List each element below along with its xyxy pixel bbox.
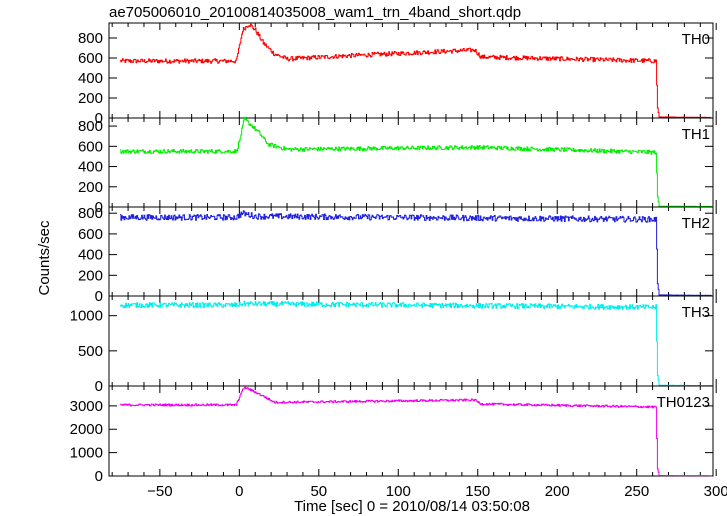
y-tick-label: 0 <box>95 199 103 216</box>
y-tick-label: 0 <box>95 468 103 485</box>
x-tick-label: −50 <box>147 483 172 500</box>
panel-frame <box>108 385 714 477</box>
panel-frame <box>108 117 714 208</box>
y-tick-label: 500 <box>78 343 103 360</box>
y-tick-label: 400 <box>78 159 103 176</box>
y-tick-label: 800 <box>78 30 103 47</box>
panel-label: TH1 <box>682 126 710 143</box>
y-tick-label: 200 <box>78 179 103 196</box>
x-tick-label: 150 <box>465 483 490 500</box>
panel-label: TH3 <box>682 304 710 321</box>
y-tick-label: 400 <box>78 70 103 87</box>
y-tick-label: 0 <box>95 288 103 305</box>
series-line-th3 <box>120 300 712 387</box>
panels: 0 200 400 600 800 TH0 0 200 400 600 800 TH1 0 200 400 6… <box>70 22 727 500</box>
y-tick-label: 800 <box>78 118 103 135</box>
panel-label: TH0 <box>682 31 710 48</box>
x-axis-label: Time [sec] 0 = 2010/08/14 03:50:08 <box>294 498 530 515</box>
x-tick-label: 200 <box>545 483 570 500</box>
y-tick-label: 400 <box>78 247 103 264</box>
panel-th1: 0 200 400 600 800 TH1 <box>78 116 717 216</box>
panel-frame <box>108 22 714 119</box>
panel-th2: 0 200 400 600 800 TH2 <box>78 205 717 305</box>
y-tick-label: 1000 <box>70 445 103 462</box>
y-tick-label: 2000 <box>70 421 103 438</box>
y-tick-label: 600 <box>78 226 103 243</box>
x-tick-label: 250 <box>624 483 649 500</box>
y-tick-label: 800 <box>78 205 103 222</box>
panel-label: TH0123 <box>657 394 710 411</box>
series-line-th2 <box>120 210 712 296</box>
y-tick-label: 0 <box>95 110 103 127</box>
panel-th0: 0 200 400 600 800 TH0 <box>78 22 717 127</box>
chart-title: ae705006010_20100814035008_wam1_trn_4ban… <box>109 4 521 21</box>
panel-label: TH2 <box>682 215 710 232</box>
y-axis-label: Counts/sec <box>36 220 53 296</box>
panel-frame <box>108 206 714 297</box>
series-line-th0 <box>120 23 712 119</box>
y-tick-label: 600 <box>78 138 103 155</box>
x-tick-label: 0 <box>235 483 243 500</box>
y-tick-label: 200 <box>78 267 103 284</box>
x-tick-label: 300 <box>704 483 727 500</box>
panel-th0123: 0 1000 2000 3000 TH0123 <box>70 385 717 485</box>
y-tick-label: 0 <box>95 378 103 395</box>
y-tick-label: 200 <box>78 90 103 107</box>
x-tick-label: 100 <box>386 483 411 500</box>
series-line-th1 <box>120 116 712 208</box>
y-tick-label: 3000 <box>70 398 103 415</box>
x-tick-label: 50 <box>310 483 327 500</box>
y-tick-label: 1000 <box>70 308 103 325</box>
y-tick-label: 600 <box>78 50 103 67</box>
series-line-th0123 <box>120 386 712 477</box>
panel-th3: 0 500 1000 TH3 <box>70 295 717 395</box>
